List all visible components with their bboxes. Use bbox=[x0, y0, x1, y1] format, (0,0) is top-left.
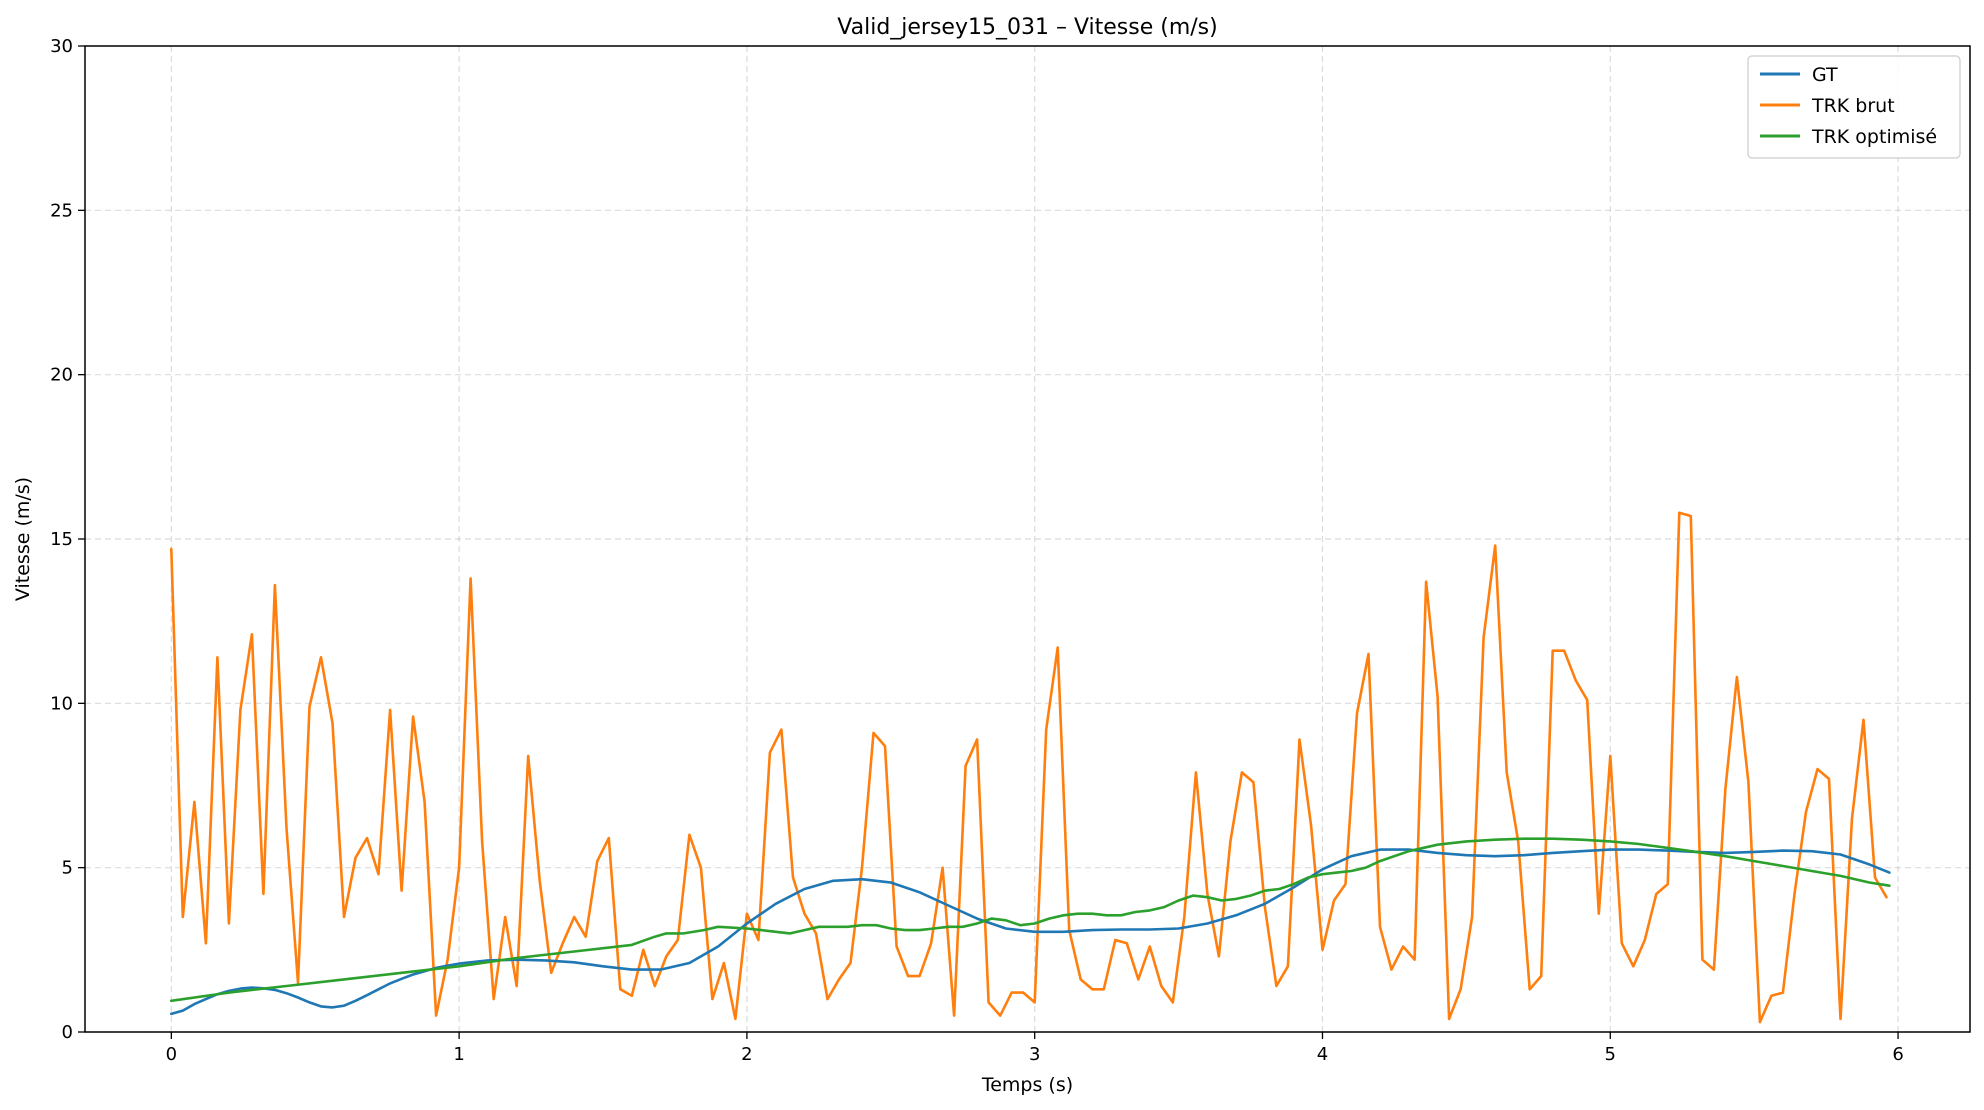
x-tick-label: 6 bbox=[1892, 1044, 1903, 1065]
legend: GT TRK brut TRK optimisé bbox=[1748, 56, 1960, 158]
y-tick-label: 30 bbox=[50, 36, 73, 57]
y-tick-label: 25 bbox=[50, 200, 73, 221]
y-tick-label: 20 bbox=[50, 365, 73, 386]
y-axis-label: Vitesse (m/s) bbox=[12, 477, 34, 601]
y-tick-label: 10 bbox=[50, 693, 73, 714]
x-axis-label: Temps (s) bbox=[981, 1074, 1073, 1096]
x-tick-label: 1 bbox=[453, 1044, 464, 1065]
x-tick-label: 0 bbox=[166, 1044, 177, 1065]
x-tick-label: 3 bbox=[1029, 1044, 1040, 1065]
legend-trk-optimise-label: TRK optimisé bbox=[1811, 126, 1937, 148]
x-tick-label: 2 bbox=[741, 1044, 752, 1065]
x-tick-label: 5 bbox=[1605, 1044, 1616, 1065]
x-tick-label: 4 bbox=[1317, 1044, 1328, 1065]
legend-gt-label: GT bbox=[1812, 64, 1838, 86]
y-tick-label: 0 bbox=[62, 1022, 73, 1043]
y-tick-label: 5 bbox=[62, 858, 73, 879]
legend-trk-brut-label: TRK brut bbox=[1811, 95, 1895, 117]
chart-title: Valid_jersey15_031 – Vitesse (m/s) bbox=[837, 15, 1217, 40]
y-tick-label: 15 bbox=[50, 529, 73, 550]
